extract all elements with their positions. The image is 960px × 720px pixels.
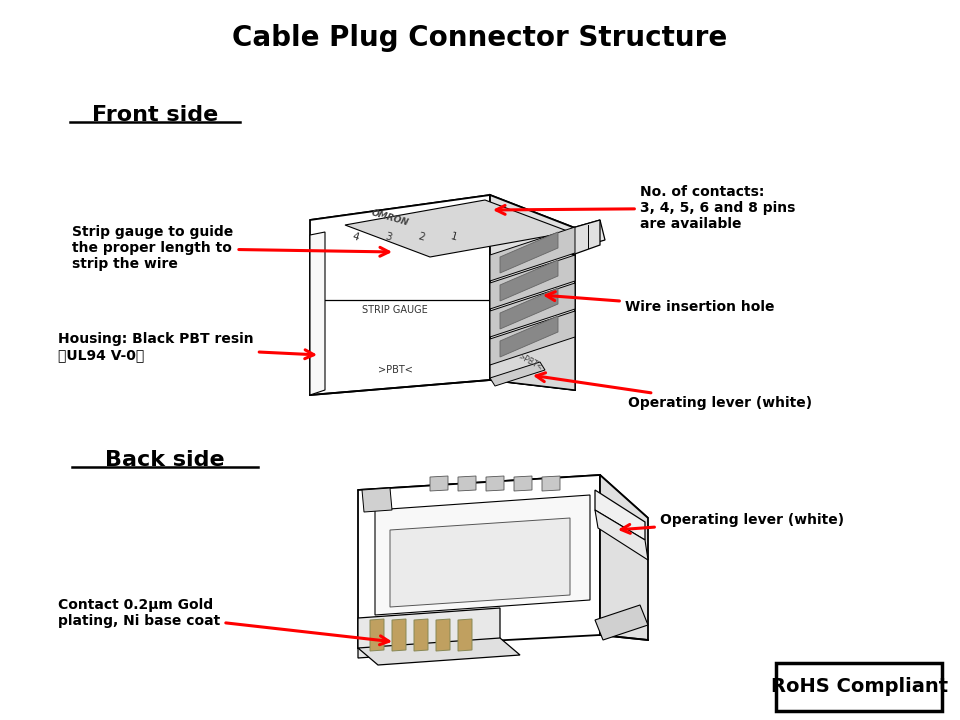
Polygon shape [310,232,325,395]
Polygon shape [414,619,428,651]
Text: STRIP GAUGE: STRIP GAUGE [362,305,428,315]
Polygon shape [500,232,558,273]
Text: Contact 0.2μm Gold
plating, Ni base coat: Contact 0.2μm Gold plating, Ni base coat [58,598,389,644]
Polygon shape [358,475,648,533]
Text: >PBT<: >PBT< [516,351,544,372]
Text: Housing: Black PBT resin
（UL94 V-0）: Housing: Black PBT resin （UL94 V-0） [58,332,314,362]
Polygon shape [500,288,558,329]
Text: Back side: Back side [106,450,225,470]
Polygon shape [392,619,406,651]
Text: No. of contacts:
3, 4, 5, 6 and 8 pins
are available: No. of contacts: 3, 4, 5, 6 and 8 pins a… [496,185,796,231]
Polygon shape [595,490,645,540]
Polygon shape [458,619,472,651]
Text: OMRON: OMRON [371,208,410,228]
Polygon shape [572,220,605,248]
Text: Operating lever (white): Operating lever (white) [536,373,812,410]
Text: 4: 4 [350,231,360,243]
Text: RoHS Compliant: RoHS Compliant [772,678,948,696]
Polygon shape [514,476,532,491]
Text: Cable Plug Connector Structure: Cable Plug Connector Structure [232,24,728,52]
Polygon shape [362,488,392,512]
Polygon shape [390,518,570,607]
Text: Operating lever (white): Operating lever (white) [621,513,844,534]
Polygon shape [345,200,570,257]
Polygon shape [358,475,600,648]
Polygon shape [486,476,504,491]
Text: 3: 3 [383,231,393,243]
Polygon shape [436,619,450,651]
Polygon shape [595,510,648,560]
Text: Front side: Front side [92,105,218,125]
Polygon shape [458,476,476,491]
Polygon shape [572,220,600,255]
Polygon shape [430,476,448,491]
Polygon shape [310,195,490,395]
Polygon shape [490,255,575,309]
Polygon shape [490,195,575,390]
Polygon shape [490,311,575,365]
Polygon shape [358,638,520,665]
Polygon shape [490,227,575,281]
Text: Wire insertion hole: Wire insertion hole [546,292,775,314]
Polygon shape [600,475,648,640]
Polygon shape [500,316,558,357]
Polygon shape [490,330,575,390]
Polygon shape [595,605,648,640]
Polygon shape [370,619,384,651]
Text: 2: 2 [417,231,425,243]
Polygon shape [490,362,545,386]
Polygon shape [375,495,590,615]
Text: 1: 1 [449,231,459,243]
FancyBboxPatch shape [776,663,942,711]
Text: >PBT<: >PBT< [377,365,413,375]
Polygon shape [500,260,558,301]
Polygon shape [310,195,575,252]
Polygon shape [358,608,500,658]
Text: Strip gauge to guide
the proper length to
strip the wire: Strip gauge to guide the proper length t… [72,225,389,271]
Polygon shape [490,283,575,337]
Polygon shape [542,476,560,491]
